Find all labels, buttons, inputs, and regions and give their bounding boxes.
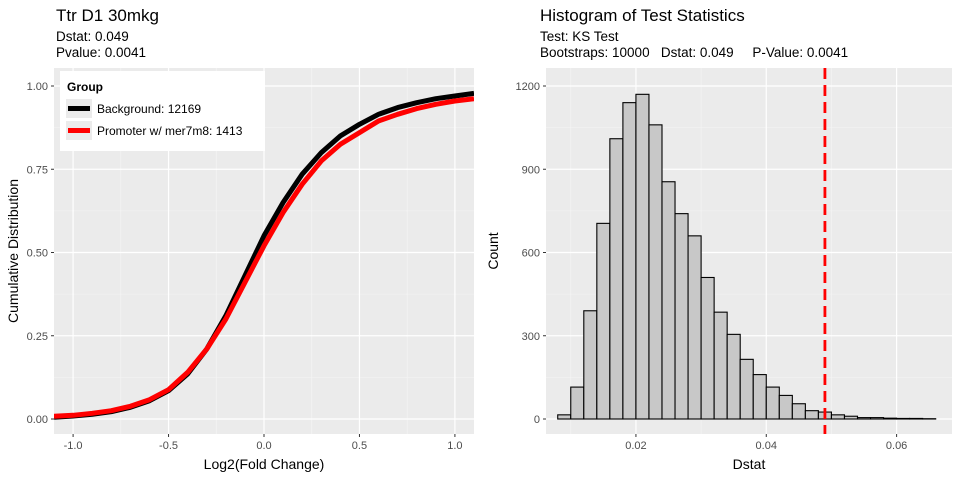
ecdf-x-axis: -1.0 -0.5 0.0 0.5 1.0	[64, 434, 463, 452]
ecdf-title: Ttr D1 30mkg	[56, 6, 159, 25]
histogram-bar	[726, 333, 741, 420]
ecdf-x-tick-label: 1.0	[447, 440, 462, 452]
histogram-bar	[661, 181, 676, 420]
histogram-y-tick-label: 900	[522, 164, 540, 176]
histogram-bar	[596, 222, 611, 420]
ecdf-y-axis-title: Cumulative Distribution	[5, 179, 21, 323]
histogram-bar	[778, 394, 793, 420]
ecdf-x-axis-title: Log2(Fold Change)	[204, 456, 325, 472]
ecdf-x-tick-label: 0.5	[352, 440, 367, 452]
histogram-y-tick-label: 300	[522, 331, 540, 343]
histogram-subtitle-test: Test: KS Test	[540, 29, 619, 44]
histogram-bar	[648, 124, 663, 420]
histogram-bar	[609, 138, 624, 420]
histogram-bar	[883, 417, 898, 420]
ecdf-x-tick-label: -0.5	[159, 440, 178, 452]
histogram-bar	[791, 403, 806, 420]
histogram-bar	[804, 410, 819, 420]
histogram-bar	[765, 386, 780, 420]
ecdf-y-tick-label: 0.25	[27, 331, 48, 343]
histogram-bar	[896, 417, 911, 420]
histogram-x-axis: 0.02 0.04 0.06	[625, 434, 907, 452]
ecdf-lines	[54, 90, 474, 420]
histogram-panel: Histogram of Test Statistics Test: KS Te…	[485, 6, 952, 472]
histogram-bar	[570, 386, 585, 420]
ecdf-series-line-1	[54, 96, 474, 419]
histogram-bars	[557, 93, 937, 420]
histogram-bar	[843, 415, 859, 420]
histogram-y-axis: 0 300 600 900 1200	[516, 81, 546, 426]
histogram-x-tick-label: 0.02	[625, 440, 646, 452]
ecdf-subtitle-pvalue: Pvalue: 0.0041	[56, 45, 146, 60]
ecdf-y-axis: 0.00 0.25 0.50 0.75 1.00	[27, 81, 54, 426]
histogram-bar	[635, 93, 650, 420]
histogram-x-tick-label: 0.04	[756, 440, 777, 452]
ecdf-x-tick-label: 0.0	[256, 440, 271, 452]
histogram-y-tick-label: 600	[522, 248, 540, 260]
ecdf-y-tick-label: 0.00	[27, 414, 48, 426]
histogram-x-tick-label: 0.06	[886, 440, 907, 452]
histogram-bar	[869, 417, 885, 420]
ecdf-y-tick-label: 0.75	[27, 164, 48, 176]
legend-label-background: Background: 12169	[97, 102, 201, 116]
histogram-bar	[700, 276, 715, 420]
histogram-bar	[583, 310, 598, 420]
ecdf-subtitle-dstat: Dstat: 0.049	[56, 29, 129, 44]
histogram-bar	[909, 417, 924, 420]
histogram-bar	[830, 414, 846, 420]
histogram-bar	[622, 102, 637, 420]
histogram-title: Histogram of Test Statistics	[540, 6, 745, 25]
ecdf-x-tick-label: -1.0	[64, 440, 83, 452]
histogram-y-tick-label: 0	[534, 414, 540, 426]
histogram-bar	[687, 235, 702, 420]
histogram-y-tick-label: 1200	[516, 81, 540, 93]
ecdf-y-tick-label: 0.50	[27, 248, 48, 260]
histogram-bar	[557, 414, 572, 420]
legend-box	[60, 71, 265, 151]
ecdf-legend: Group Background: 12169 Promoter w/ mer7…	[60, 71, 265, 151]
histogram-bar	[752, 374, 767, 420]
ecdf-y-tick-label: 1.00	[27, 81, 48, 93]
histogram-y-axis-title: Count	[485, 232, 501, 269]
histogram-x-axis-title: Dstat	[733, 456, 766, 472]
histogram-bar	[856, 417, 872, 420]
legend-title: Group	[67, 80, 103, 94]
legend-label-promoter: Promoter w/ mer7m8: 1413	[97, 124, 243, 138]
histogram-bar	[713, 311, 728, 420]
histogram-subtitle-stats: Bootstraps: 10000 Dstat: 0.049 P-Value: …	[540, 45, 848, 60]
ecdf-panel: Ttr D1 30mkg Dstat: 0.049 Pvalue: 0.0041…	[5, 6, 474, 472]
histogram-bar	[739, 358, 754, 420]
histogram-bar	[674, 213, 689, 420]
